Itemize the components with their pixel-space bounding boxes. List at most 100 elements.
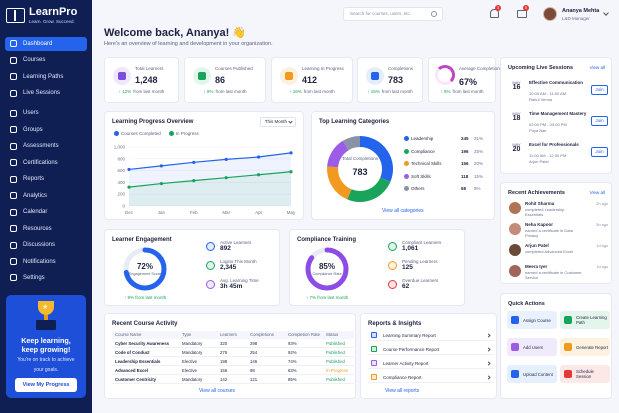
sidebar-item-courses[interactable]: Courses xyxy=(5,53,87,67)
join-button[interactable]: Join xyxy=(591,116,608,126)
sidebar-item-groups[interactable]: Groups xyxy=(5,123,87,137)
achievement-item: Rohit Sharma completed Leadership Essenti… xyxy=(507,200,610,223)
category-name: Soft Skills xyxy=(411,173,431,179)
kpi-value: 1,061 xyxy=(402,245,419,252)
quick-action-label: Assign Course xyxy=(523,317,551,323)
sidebar-item-label: Settings xyxy=(23,274,45,281)
report-item[interactable]: Course Performance Report xyxy=(368,344,494,355)
table-cell: 276 xyxy=(220,350,228,355)
quick-action-label: Generate Report xyxy=(576,344,609,350)
promo-text-1: You're on track to achieve xyxy=(17,357,75,363)
sidebar-item-label: Certifications xyxy=(23,159,58,166)
session-date: MAY 18 xyxy=(509,111,524,122)
sidebar-item-resources[interactable]: Resources xyxy=(5,222,87,236)
live-sessions-title: Upcoming Live Sessions xyxy=(508,65,574,71)
quick-action-generate-report[interactable]: Generate Report xyxy=(560,338,610,356)
sidebar-item-discussions[interactable]: Discussions xyxy=(5,238,87,252)
join-button[interactable]: Join xyxy=(591,147,608,157)
engagement-score-label: Engagement Score xyxy=(128,272,162,276)
sidebar-item-learning-paths[interactable]: Learning Paths xyxy=(5,70,87,84)
brand-tagline: Learn. Grow. Succeed. xyxy=(29,19,75,24)
view-all-sessions-link[interactable]: View all xyxy=(589,65,605,70)
session-title: Effective Communication xyxy=(529,80,584,85)
certificate-icon xyxy=(10,159,17,167)
sidebar-item-calendar[interactable]: Calendar xyxy=(5,205,87,219)
quick-action-upload-content[interactable]: Upload Content xyxy=(507,365,557,383)
sidebar: LearnPro Learn. Grow. Succeed. Dashboard… xyxy=(0,0,92,413)
table-cell: Customer Centricity xyxy=(115,377,157,382)
quick-action-assign-course[interactable]: Assign Course xyxy=(507,311,557,329)
sidebar-item-assessments[interactable]: Assessments xyxy=(5,139,87,153)
view-all-courses-link[interactable]: View all courses xyxy=(199,388,236,394)
sidebar-item-users[interactable]: Users xyxy=(5,106,87,120)
data-point xyxy=(289,170,293,174)
stat-card-4[interactable]: Average Completion Rate 67% ↑ 5% from last … xyxy=(428,57,510,103)
chevron-down-icon[interactable] xyxy=(603,10,609,16)
join-button[interactable]: Join xyxy=(591,85,608,95)
sidebar-item-live-sessions[interactable]: Live Sessions xyxy=(5,86,87,100)
avatar[interactable] xyxy=(543,7,557,21)
y-tick-label: 1,000 xyxy=(114,145,126,150)
table-cell: 98 xyxy=(250,368,255,373)
user-name[interactable]: Ananya Mehta xyxy=(562,8,600,14)
stat-card-1[interactable]: Courses Published 86 ↑ 8% from last month xyxy=(184,57,266,103)
stat-delta-text: from last month xyxy=(133,89,165,94)
legend-completed: Courses Completed xyxy=(121,131,161,136)
achievement-text: completed Advanced Excel xyxy=(525,249,574,254)
achievement-name: Neha Kapoor xyxy=(525,222,554,227)
bell-icon[interactable] xyxy=(490,9,499,18)
view-my-progress-button[interactable]: View My Progress xyxy=(15,378,77,392)
column-header: Completions xyxy=(250,332,274,337)
report-item[interactable]: Compliance Report xyxy=(368,372,494,383)
stat-label: Total Learners xyxy=(135,66,164,71)
quick-action-create-learning-path[interactable]: Create Learning Path xyxy=(560,311,610,329)
sidebar-item-analytics[interactable]: Analytics xyxy=(5,189,87,203)
table-cell: Published xyxy=(326,341,345,346)
stat-value: 783 xyxy=(388,75,404,85)
table-row[interactable]: Customer Centricity Mandatory 142 121 85% Pub… xyxy=(112,376,354,384)
sidebar-item-reports[interactable]: Reports xyxy=(5,172,87,186)
y-tick-label: 400 xyxy=(117,180,125,185)
category-name: Technical Skills xyxy=(411,161,442,166)
search-input[interactable]: Search for courses, users, etc. xyxy=(343,7,443,21)
stat-delta-pct: ↑ 15% xyxy=(367,89,380,94)
data-point xyxy=(224,157,228,161)
clipboard-icon xyxy=(10,142,17,150)
top-categories-title: Top Learning Categories xyxy=(319,119,390,125)
stat-card-3[interactable]: Completions 783 ↑ 15% from last month xyxy=(357,57,423,103)
kpi-value: 3h 45m xyxy=(220,283,243,290)
achievements-title: Recent Achievements xyxy=(508,190,565,196)
table-row[interactable]: Code of Conduct Mandatory 276 254 92% Publish… xyxy=(112,349,354,357)
kpi-icon xyxy=(388,280,397,289)
view-all-achievements-link[interactable]: View all xyxy=(589,190,605,195)
stat-value: 412 xyxy=(302,75,318,85)
table-row[interactable]: Advanced Excel Elective 156 98 63% In Progres… xyxy=(112,367,354,375)
view-all-categories-link[interactable]: View all categories xyxy=(382,208,424,214)
sidebar-item-label: Reports xyxy=(23,176,45,183)
user-icon xyxy=(10,109,17,117)
sidebar-item-notifications[interactable]: Notifications xyxy=(5,255,87,269)
session-host: Priya Nair xyxy=(529,128,547,133)
sidebar-item-label: Learning Paths xyxy=(23,73,64,80)
report-item[interactable]: Learner Activity Report xyxy=(368,358,494,369)
quick-action-schedule-session[interactable]: Schedule Session xyxy=(560,365,610,383)
avatar xyxy=(509,223,521,235)
report-item[interactable]: Learning Summary Report xyxy=(368,330,494,341)
stat-card-0[interactable]: Total Learners 1,248 ↑ 12% from last month xyxy=(104,57,179,103)
sidebar-item-settings[interactable]: Settings xyxy=(5,271,87,285)
table-row[interactable]: Leadership Essentials Elective 198 146 74% Pu… xyxy=(112,358,354,366)
brand[interactable]: LearnPro Learn. Grow. Succeed. xyxy=(6,7,77,24)
sidebar-item-dashboard[interactable]: Dashboard xyxy=(5,37,87,51)
quick-action-add-users[interactable]: Add Users xyxy=(507,338,557,356)
session-day: 20 xyxy=(512,146,521,153)
category-value: 118 xyxy=(461,173,469,179)
stat-delta: ↑ 12% from last month xyxy=(105,89,178,94)
view-all-reports-link[interactable]: View all reports xyxy=(385,388,420,394)
stat-card-2[interactable]: Learning In Progress 412 ↑ 16% from last mo… xyxy=(271,57,353,103)
period-select[interactable]: This Month xyxy=(259,117,296,127)
mail-icon[interactable] xyxy=(517,10,527,18)
report-icon xyxy=(371,360,377,366)
sidebar-item-certifications[interactable]: Certifications xyxy=(5,156,87,170)
table-row[interactable]: Cyber Security Awareness Mandatory 320 298 9… xyxy=(112,340,354,348)
compliance-score-label: Compliance Rate xyxy=(312,272,342,276)
